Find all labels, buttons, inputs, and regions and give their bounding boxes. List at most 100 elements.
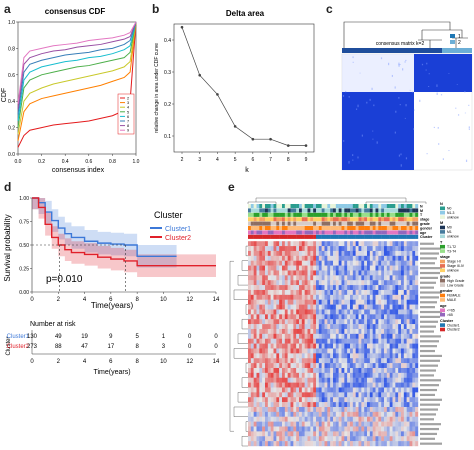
gene-label-mark [420,330,434,333]
heatmap-cell [296,411,300,417]
heatmap-cell [367,377,371,383]
heatmap-cell [287,280,291,286]
heatmap-cell [358,324,362,330]
legend-item-label: Cluster2 [447,328,460,332]
heatmap-cell [296,416,300,422]
heatmap-cell [321,343,325,349]
heatmap-cell [367,270,371,276]
heatmap-cell [375,280,379,286]
x-tick-label: 8 [135,297,139,303]
heatmap-cell [392,285,396,291]
heatmap-cell [259,343,263,349]
heatmap-cell [287,397,291,403]
heatmap-cell [350,304,354,310]
annotation-cell-N [250,204,254,209]
heatmap-cell [347,270,351,276]
heatmap-cell [330,372,334,378]
heatmap-cell [270,304,274,310]
heatmap-cell [276,275,280,281]
heatmap-cell [313,406,317,413]
heatmap-cell [250,372,254,378]
annotation-cell-gender [330,226,334,231]
heatmap-cell [364,338,368,344]
heatmap-cell [324,314,328,320]
heatmap-cell [307,392,311,398]
heatmap-cell [369,363,373,369]
heatmap-cell [321,372,325,378]
heatmap-cell [398,426,402,432]
heatmap-cell [276,402,280,408]
heatmap-cell [253,377,257,383]
annotation-cell-M [372,208,376,213]
annotation-cell-stage [318,217,322,222]
heatmap-cell [378,441,382,447]
heatmap-cell [282,299,286,305]
annotation-cell-grade [381,221,385,226]
heatmap-cell [324,304,328,310]
heatmap-cell [378,377,382,383]
heatmap-cell [369,382,373,388]
heatmap-cell [372,280,376,286]
heatmap-cell [361,348,365,354]
y-tick-label: 0.3 [164,70,171,76]
heatmap-cell [262,250,266,257]
annotation-cell-stage [378,217,382,222]
heatmap-cell [333,343,337,349]
risk-x-tick-label: 6 [109,359,113,365]
heatmap-cell [412,250,416,257]
heatmap-cell [403,411,407,417]
heatmap-cell [412,289,416,296]
heatmap-cell [248,426,252,432]
annotation-cell-T [384,212,388,217]
annotation-cell-stage [250,217,254,222]
heatmap-cell [369,246,373,252]
heatmap-cell [389,421,393,427]
heatmap-cell [415,382,419,388]
heatmap-cell [338,333,342,339]
heatmap-cell [381,265,385,271]
heatmap-cell [287,353,291,359]
heatmap-cell [290,382,294,388]
legend-title: Cluster [154,210,183,220]
heatmap-cell [248,250,252,257]
heatmap-cell [250,333,254,339]
legend-label: 5 [127,110,129,114]
heatmap-cell [361,363,365,369]
heatmap-cell [253,382,257,388]
annotation-cell-gender [403,226,407,231]
heatmap-cell [267,431,271,437]
heatmap-cell [290,285,294,291]
heatmap-cell [398,367,402,374]
heatmap-cell [310,299,314,305]
heatmap-cell [392,333,396,339]
annotation-cell-gender [279,226,283,231]
heatmap-cell [338,299,342,305]
heatmap-cell [401,411,405,417]
heatmap-cell [406,299,410,305]
heatmap-cell [307,377,311,383]
annotation-cell-M [358,208,362,213]
matrix-noise [352,154,354,156]
heatmap-cell [347,397,351,403]
heatmap-cell [290,406,294,413]
annotation-cell-T [270,212,274,217]
heatmap-cell [327,411,331,417]
heatmap-cell [250,406,254,413]
heatmap-cell [361,397,365,403]
risk-cell: 130 [27,334,38,340]
heatmap-cell [361,382,365,388]
heatmap-cell [378,421,382,427]
heatmap-cell [318,353,322,359]
heatmap-cell [401,397,405,403]
heatmap-cell [299,246,303,252]
x-tick-label: 7 [269,157,272,163]
annotation-cell-stage [347,217,351,222]
heatmap-cell [307,246,311,252]
heatmap-cell [253,372,257,378]
heatmap-cell [304,285,308,291]
heatmap-cell [361,421,365,427]
heatmap-cell [392,372,396,378]
heatmap-cell [358,348,362,354]
heatmap-cell [299,441,303,447]
annotation-cell-age [318,230,322,235]
